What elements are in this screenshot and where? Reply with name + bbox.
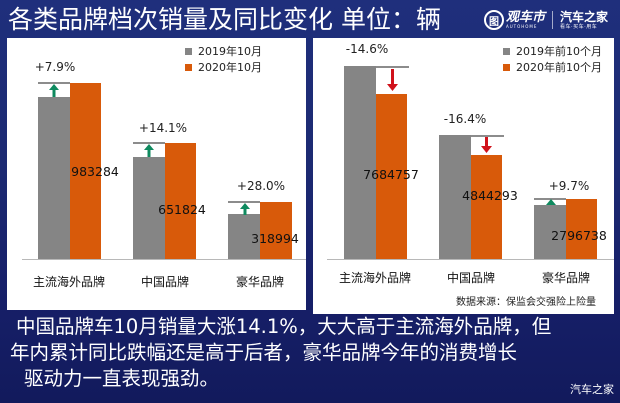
value-label: 2796738 [551, 228, 607, 243]
category-label: 主流海外品牌 [32, 275, 106, 289]
reference-line [471, 135, 504, 137]
guancheshi-logo: 图 观车市 AUTOHOME [484, 10, 545, 30]
caption-line-2: 年内累计同比跌幅还是高于后者，豪华品牌今年的消费增长 [10, 341, 518, 364]
bar-2019-luxury [534, 205, 566, 259]
chart-title: 各类品牌档次销量及同比变化 单位：辆 [8, 5, 441, 34]
autohome-logo-slogan: 看车·买车·用车 [560, 23, 598, 30]
reference-line [534, 198, 566, 200]
bar-2019-chinese-brands [133, 157, 165, 259]
bar-2020-chinese-brands [471, 155, 502, 259]
brand-logos: 图 观车市 AUTOHOME 汽车之家 看车·买车·用车 [484, 7, 608, 33]
legend-item-2020: 2020年前10个月 [503, 60, 602, 74]
caption-line-1: 中国品牌车10月销量大涨14.1%，大大高于主流海外品牌，但 [16, 315, 552, 338]
legend-swatch-orange [503, 63, 510, 71]
legend-label: 2020年前10个月 [516, 61, 602, 74]
reference-line [38, 82, 70, 84]
up-arrow-icon [546, 199, 556, 205]
value-label: 318994 [251, 231, 299, 246]
legend-item-2020: 2020年10月 [185, 60, 262, 74]
legend-label: 2019年10月 [198, 45, 262, 58]
legend-swatch-orange [185, 63, 192, 71]
yoy-change-label: +9.7% [548, 179, 590, 193]
yoy-change-label: +28.0% [236, 179, 286, 193]
guancheshi-logo-name: 观车市 [506, 10, 546, 25]
bar-2019-mainstream-foreign [38, 97, 70, 259]
summary-caption: 中国品牌车10月销量大涨14.1%，大大高于主流海外品牌，但 年内累计同比跌幅还… [10, 314, 616, 392]
bar-2020-luxury [566, 199, 597, 259]
up-arrow-icon [240, 203, 250, 215]
logo-divider [552, 11, 554, 29]
autohome-logo: 汽车之家 看车·买车·用车 [560, 11, 608, 30]
guancheshi-logo-en: AUTOHOME [506, 24, 538, 29]
category-label: 中国品牌 [446, 271, 496, 285]
up-arrow-icon [144, 144, 154, 157]
chart-legend: 2019年10月 2020年10月 [185, 44, 262, 76]
legend-item-2019: 2019年10月 [185, 44, 262, 58]
category-label: 主流海外品牌 [338, 271, 412, 285]
bar-2019-chinese-brands [439, 135, 471, 259]
bar-2020-mainstream-foreign [376, 94, 407, 259]
guancheshi-logo-icon: 图 [484, 10, 504, 30]
data-source-note: 数据来源：保监会交强险上险量 [456, 297, 596, 308]
up-arrow-icon [49, 84, 59, 97]
reference-line [133, 142, 165, 144]
yoy-change-label: +7.9% [34, 60, 76, 74]
legend-swatch-grey [185, 47, 192, 55]
legend-item-2019: 2019年前10个月 [503, 44, 602, 58]
value-label: 7684757 [363, 167, 419, 182]
reference-line [228, 201, 260, 203]
bar-2020-mainstream-foreign [70, 83, 101, 259]
yoy-change-label: -14.6% [345, 42, 389, 56]
value-label: 983284 [71, 164, 119, 179]
chart-legend: 2019年前10个月 2020年前10个月 [503, 44, 602, 76]
bar-2019-mainstream-foreign [344, 66, 376, 259]
bar-2019-luxury [228, 214, 260, 259]
october-sales-chart: 2019年10月 2020年10月 +7.9% 983284 主流海外品牌 +1… [7, 38, 306, 310]
yoy-change-label: +14.1% [138, 121, 188, 135]
legend-swatch-grey [503, 47, 510, 55]
reference-line [376, 66, 409, 68]
bar-2020-chinese-brands [165, 143, 196, 259]
yoy-change-label: -16.4% [443, 112, 487, 126]
down-arrow-icon [387, 69, 398, 91]
legend-label: 2020年10月 [198, 61, 262, 74]
x-axis-line [22, 259, 306, 260]
legend-label: 2019年前10个月 [516, 45, 602, 58]
bar-2020-luxury [260, 202, 292, 259]
autohome-logo-name: 汽车之家 [560, 9, 609, 24]
category-label: 豪华品牌 [235, 275, 285, 289]
category-label: 中国品牌 [140, 275, 190, 289]
autohome-watermark: 汽车之家 [570, 383, 614, 396]
value-label: 4844293 [462, 188, 518, 203]
caption-line-3: 驱动力一直表现强劲。 [24, 367, 220, 390]
category-label: 豪华品牌 [541, 271, 591, 285]
ytd-sales-chart: 2019年前10个月 2020年前10个月 -14.6% 7684757 主流海… [313, 38, 614, 314]
value-label: 651824 [158, 202, 206, 217]
down-arrow-icon [481, 137, 492, 153]
x-axis-line [327, 259, 614, 260]
